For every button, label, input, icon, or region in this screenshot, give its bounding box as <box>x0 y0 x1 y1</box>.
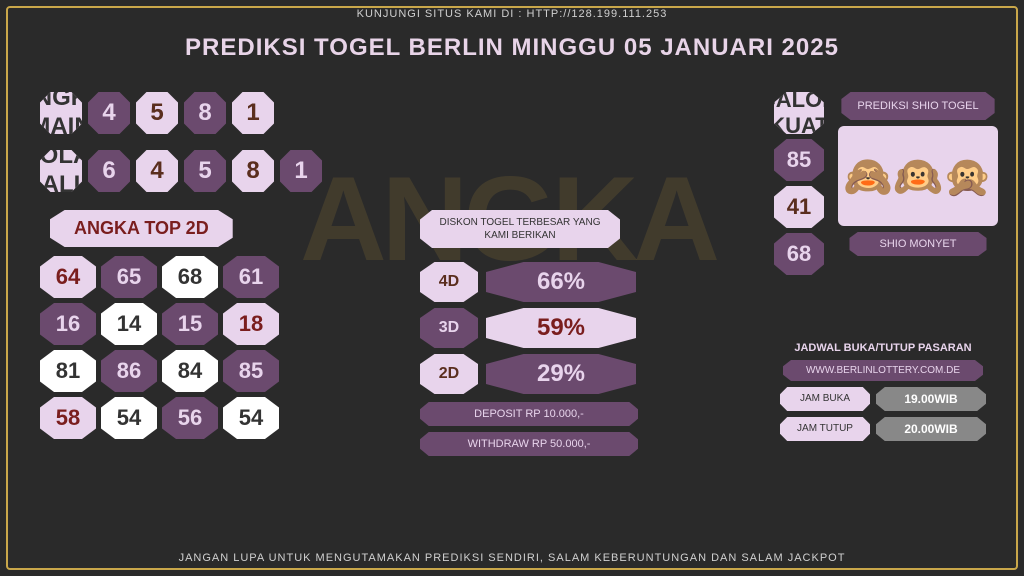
angka-bbfs-row: ANGKA BBFS (BOLAK BALIK FULLSET ) 64581 <box>40 150 322 192</box>
top2d-cell: 84 <box>162 350 218 392</box>
top2d-cell: 54 <box>223 397 279 439</box>
diskon-title: DISKON TOGEL TERBESAR YANG KAMI BERIKAN <box>420 210 620 248</box>
calon-num: 68 <box>774 233 824 275</box>
calon-kuat-label: CALON KUAT <box>774 92 824 134</box>
top2d-cell: 68 <box>162 256 218 298</box>
jam-buka-row: JAM BUKA 19.00WIB <box>780 387 986 411</box>
top2d-cell: 16 <box>40 303 96 345</box>
jadwal-website: WWW.BERLINLOTTERY.COM.DE <box>783 360 983 381</box>
diskon-4d-label: 4D <box>420 262 478 302</box>
jam-tutup-value: 20.00WIB <box>876 417 986 441</box>
diskon-3d-value: 59% <box>486 308 636 348</box>
shio-name: SHIO MONYET <box>849 232 986 256</box>
angka-bbfs-num: 8 <box>232 150 274 192</box>
diskon-3d-label: 3D <box>420 308 478 348</box>
jadwal-section: JADWAL BUKA/TUTUP PASARAN WWW.BERLINLOTT… <box>768 342 998 441</box>
top-url: KUNJUNGI SITUS KAMI DI : HTTP://128.199.… <box>0 8 1024 20</box>
shio-section: PREDIKSI SHIO TOGEL 🙈🙉🙊 SHIO MONYET <box>838 92 998 256</box>
calon-kuat-column: CALON KUAT 85 41 68 <box>774 92 824 275</box>
diskon-2d-label: 2D <box>420 354 478 394</box>
top2d-title: ANGKA TOP 2D <box>50 210 233 247</box>
top2d-cell: 65 <box>101 256 157 298</box>
top2d-cell: 56 <box>162 397 218 439</box>
calon-num: 41 <box>774 186 824 228</box>
page-title: PREDIKSI TOGEL BERLIN MINGGU 05 JANUARI … <box>0 34 1024 62</box>
shio-image: 🙈🙉🙊 <box>838 126 998 226</box>
angka-bbfs-num: 1 <box>280 150 322 192</box>
top2d-cell: 18 <box>223 303 279 345</box>
jam-buka-value: 19.00WIB <box>876 387 986 411</box>
jam-tutup-label: JAM TUTUP <box>780 417 870 441</box>
top2d-cell: 15 <box>162 303 218 345</box>
shio-title: PREDIKSI SHIO TOGEL <box>841 92 994 120</box>
footer-text: JANGAN LUPA UNTUK MENGUTAMAKAN PREDIKSI … <box>0 552 1024 564</box>
angka-bbfs-num: 4 <box>136 150 178 192</box>
angka-bbfs-num: 5 <box>184 150 226 192</box>
angka-main-label: ANGKA MAIN <box>40 92 82 134</box>
top2d-cell: 81 <box>40 350 96 392</box>
diskon-4d: 4D 66% <box>420 262 636 302</box>
diskon-4d-value: 66% <box>486 262 636 302</box>
angka-main-num: 8 <box>184 92 226 134</box>
withdraw-info: WITHDRAW RP 50.000,- <box>420 432 638 456</box>
angka-main-num: 5 <box>136 92 178 134</box>
top2d-cell: 61 <box>223 256 279 298</box>
deposit-info: DEPOSIT RP 10.000,- <box>420 402 638 426</box>
diskon-2d: 2D 29% <box>420 354 636 394</box>
angka-main-row: ANGKA MAIN 4581 <box>40 92 274 134</box>
jam-tutup-row: JAM TUTUP 20.00WIB <box>780 417 986 441</box>
top2d-cell: 14 <box>101 303 157 345</box>
diskon-2d-value: 29% <box>486 354 636 394</box>
top2d-cell: 64 <box>40 256 96 298</box>
calon-num: 85 <box>774 139 824 181</box>
angka-bbfs-num: 6 <box>88 150 130 192</box>
jam-buka-label: JAM BUKA <box>780 387 870 411</box>
diskon-3d: 3D 59% <box>420 308 636 348</box>
angka-main-num: 4 <box>88 92 130 134</box>
top2d-cell: 86 <box>101 350 157 392</box>
top2d-grid: 64656861161415188186848558545654 <box>40 256 279 439</box>
jadwal-title: JADWAL BUKA/TUTUP PASARAN <box>794 342 971 354</box>
angka-bbfs-label: ANGKA BBFS (BOLAK BALIK FULLSET ) <box>40 150 82 192</box>
top2d-cell: 85 <box>223 350 279 392</box>
top2d-cell: 58 <box>40 397 96 439</box>
angka-main-num: 1 <box>232 92 274 134</box>
top2d-cell: 54 <box>101 397 157 439</box>
